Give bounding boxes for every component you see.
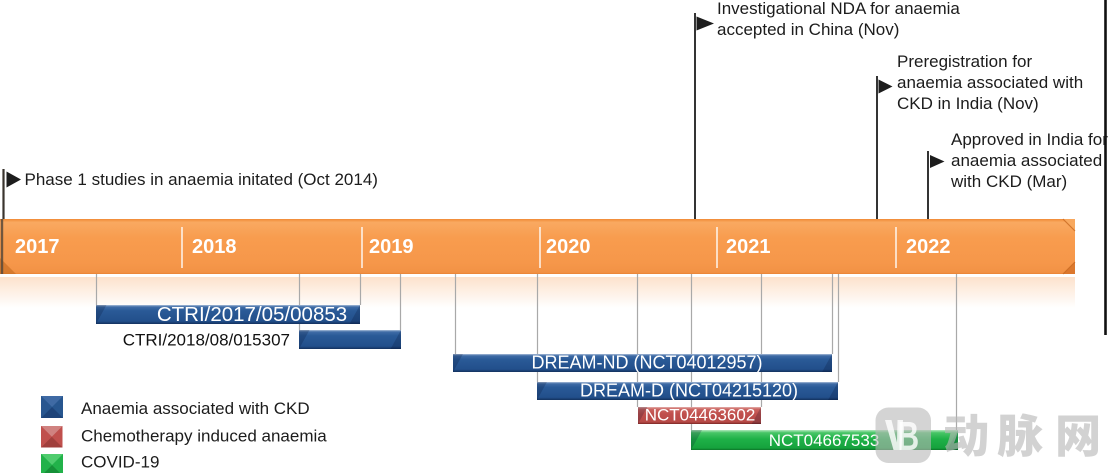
svg-text:anaemia associated: anaemia associated	[951, 151, 1102, 170]
svg-text:anaemia associated with: anaemia associated with	[897, 73, 1083, 92]
svg-text:2020: 2020	[546, 236, 591, 258]
svg-text:COVID-19: COVID-19	[81, 453, 159, 472]
svg-text:with CKD (Mar): with CKD (Mar)	[950, 172, 1067, 191]
svg-text:Chemotherapy induced anaemia: Chemotherapy induced anaemia	[81, 427, 327, 446]
svg-text:CKD in India (Nov): CKD in India (Nov)	[897, 94, 1039, 113]
svg-text:CTRI/2018/08/015307: CTRI/2018/08/015307	[123, 331, 290, 350]
svg-text:DREAM-ND (NCT04012957): DREAM-ND (NCT04012957)	[531, 353, 762, 373]
svg-text:Phase 1 studies in anaemia ini: Phase 1 studies in anaemia initated (Oct…	[25, 170, 378, 189]
svg-text:NCT04667533: NCT04667533	[769, 431, 880, 450]
svg-text:Investigational NDA for anaemi: Investigational NDA for anaemia	[717, 0, 960, 18]
svg-text:2021: 2021	[726, 236, 771, 258]
svg-text:2018: 2018	[192, 236, 237, 258]
svg-text:Anaemia associated with CKD: Anaemia associated with CKD	[81, 399, 310, 418]
svg-text:CTRI/2017/05/00853: CTRI/2017/05/00853	[157, 303, 347, 326]
svg-text:accepted in China (Nov): accepted in China (Nov)	[717, 20, 899, 39]
svg-text:B: B	[898, 413, 920, 459]
svg-text:DREAM-D (NCT04215120): DREAM-D (NCT04215120)	[580, 381, 798, 401]
svg-text:NCT04463602: NCT04463602	[645, 406, 756, 425]
svg-text:2017: 2017	[15, 236, 60, 258]
svg-text:Approved in India for: Approved in India for	[951, 130, 1108, 149]
svg-text:2022: 2022	[906, 236, 951, 258]
svg-text:Preregistration for: Preregistration for	[897, 52, 1032, 71]
svg-text:2019: 2019	[369, 236, 414, 258]
